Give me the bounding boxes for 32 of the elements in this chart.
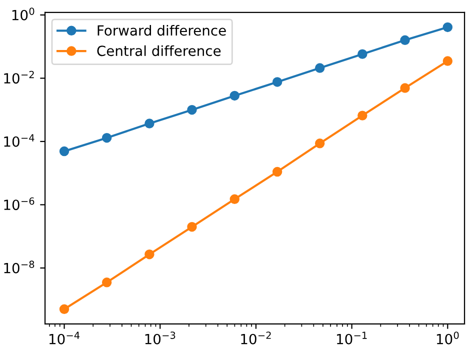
x-tick-label: 10$^{−3}$ <box>145 332 176 344</box>
x-tick-label: 10$^{−4}$ <box>49 332 80 344</box>
point <box>59 304 70 314</box>
x-tick-label: 10$^{−2}$ <box>241 332 271 344</box>
legend-label: Central difference <box>97 45 221 56</box>
point <box>59 146 70 156</box>
point <box>230 90 240 101</box>
point <box>102 278 112 288</box>
point <box>187 104 197 115</box>
point <box>272 77 282 87</box>
y-tick-label: 10$^{−2}$ <box>4 70 34 84</box>
legend-label: Forward difference <box>98 24 226 36</box>
x-tick-label: 10$^{0}$ <box>436 332 459 344</box>
point <box>144 249 154 260</box>
point <box>272 166 282 177</box>
point <box>230 194 240 204</box>
point <box>187 222 197 232</box>
y-tick-label: 10$^{−6}$ <box>4 197 34 210</box>
point <box>102 133 112 143</box>
point <box>314 138 325 148</box>
point <box>400 83 410 93</box>
point <box>358 49 368 59</box>
point <box>144 118 154 128</box>
point <box>358 110 368 120</box>
y-tick-label: 10$^{0}$ <box>12 8 34 20</box>
point <box>314 63 325 73</box>
point <box>400 35 410 45</box>
point <box>442 22 453 32</box>
point <box>442 56 453 66</box>
x-tick-label: 10$^{−1}$ <box>337 332 367 344</box>
y-tick-label: 10$^{−8}$ <box>4 260 34 274</box>
y-tick-label: 10$^{−4}$ <box>4 134 34 147</box>
